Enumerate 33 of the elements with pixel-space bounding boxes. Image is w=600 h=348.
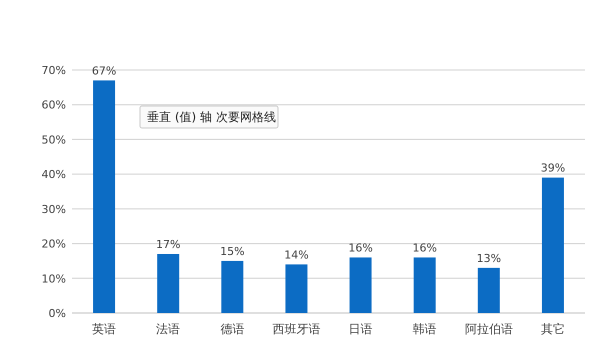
y-tick-label: 60% — [42, 98, 66, 112]
x-tick-label: 法语 — [156, 322, 180, 336]
data-label: 16% — [412, 241, 437, 254]
y-tick-label: 70% — [42, 64, 66, 77]
bar — [478, 268, 500, 313]
y-tick-label: 40% — [42, 168, 66, 182]
data-label: 39% — [540, 162, 566, 175]
bar — [285, 264, 308, 313]
y-tick-label: 0% — [48, 307, 66, 320]
y-tick-label: 50% — [42, 133, 66, 146]
x-tick-label: 西班牙语 — [272, 322, 320, 336]
x-tick-label: 德语 — [220, 322, 244, 336]
x-tick-label: 阿拉伯语 — [464, 322, 513, 336]
data-label: 13% — [476, 252, 502, 265]
y-tick-label: 20% — [42, 238, 66, 251]
y-tick-label: 30% — [42, 202, 66, 216]
bar — [350, 257, 372, 313]
bar — [93, 80, 116, 313]
data-label: 14% — [284, 248, 309, 262]
bar — [414, 257, 436, 313]
annotation: 垂直 (值) 轴 次要网格线 — [147, 110, 276, 124]
x-tick-label: 其它 — [540, 322, 565, 336]
bar — [221, 260, 244, 313]
data-label: 16% — [348, 241, 373, 254]
x-tick-label: 韩语 — [412, 322, 437, 336]
data-label: 15% — [220, 244, 245, 258]
bar — [542, 178, 564, 313]
x-tick-label: 日语 — [348, 322, 373, 336]
x-tick-label: 英语 — [92, 322, 116, 336]
y-tick-label: 10% — [42, 272, 66, 286]
bar — [157, 254, 180, 313]
data-label: 67% — [92, 64, 116, 78]
data-label: 17% — [156, 238, 180, 251]
